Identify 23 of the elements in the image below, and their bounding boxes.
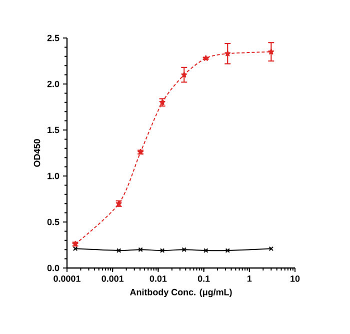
- x-tick-label: 0.001: [102, 276, 124, 282]
- y-axis-title: OD450: [34, 139, 40, 167]
- point: [225, 248, 230, 253]
- y-tick-label: 0.0: [47, 264, 60, 272]
- x-axis-title: Anitbody Conc. (μg/mL): [130, 288, 232, 298]
- x-tick-label: 0.01: [150, 276, 167, 282]
- point: [138, 247, 143, 252]
- y-tick-label: 1.0: [48, 172, 60, 180]
- point: [203, 248, 208, 253]
- x-tick-label: 1: [247, 276, 252, 282]
- y-tick-label: 0.5: [47, 218, 60, 226]
- point: [181, 72, 188, 78]
- point: [116, 248, 122, 253]
- point: [202, 55, 209, 61]
- y-tick-label: 2.0: [47, 80, 60, 88]
- y-tick-label: 1.5: [48, 126, 60, 134]
- x-tick-label: 0.1: [198, 276, 210, 282]
- point: [182, 247, 186, 252]
- y-tick-label: 2.5: [47, 34, 60, 42]
- x-tick-label: 10: [290, 276, 300, 282]
- point: [224, 50, 231, 56]
- point: [160, 248, 165, 253]
- x-tick-label: 0.0001: [54, 276, 80, 282]
